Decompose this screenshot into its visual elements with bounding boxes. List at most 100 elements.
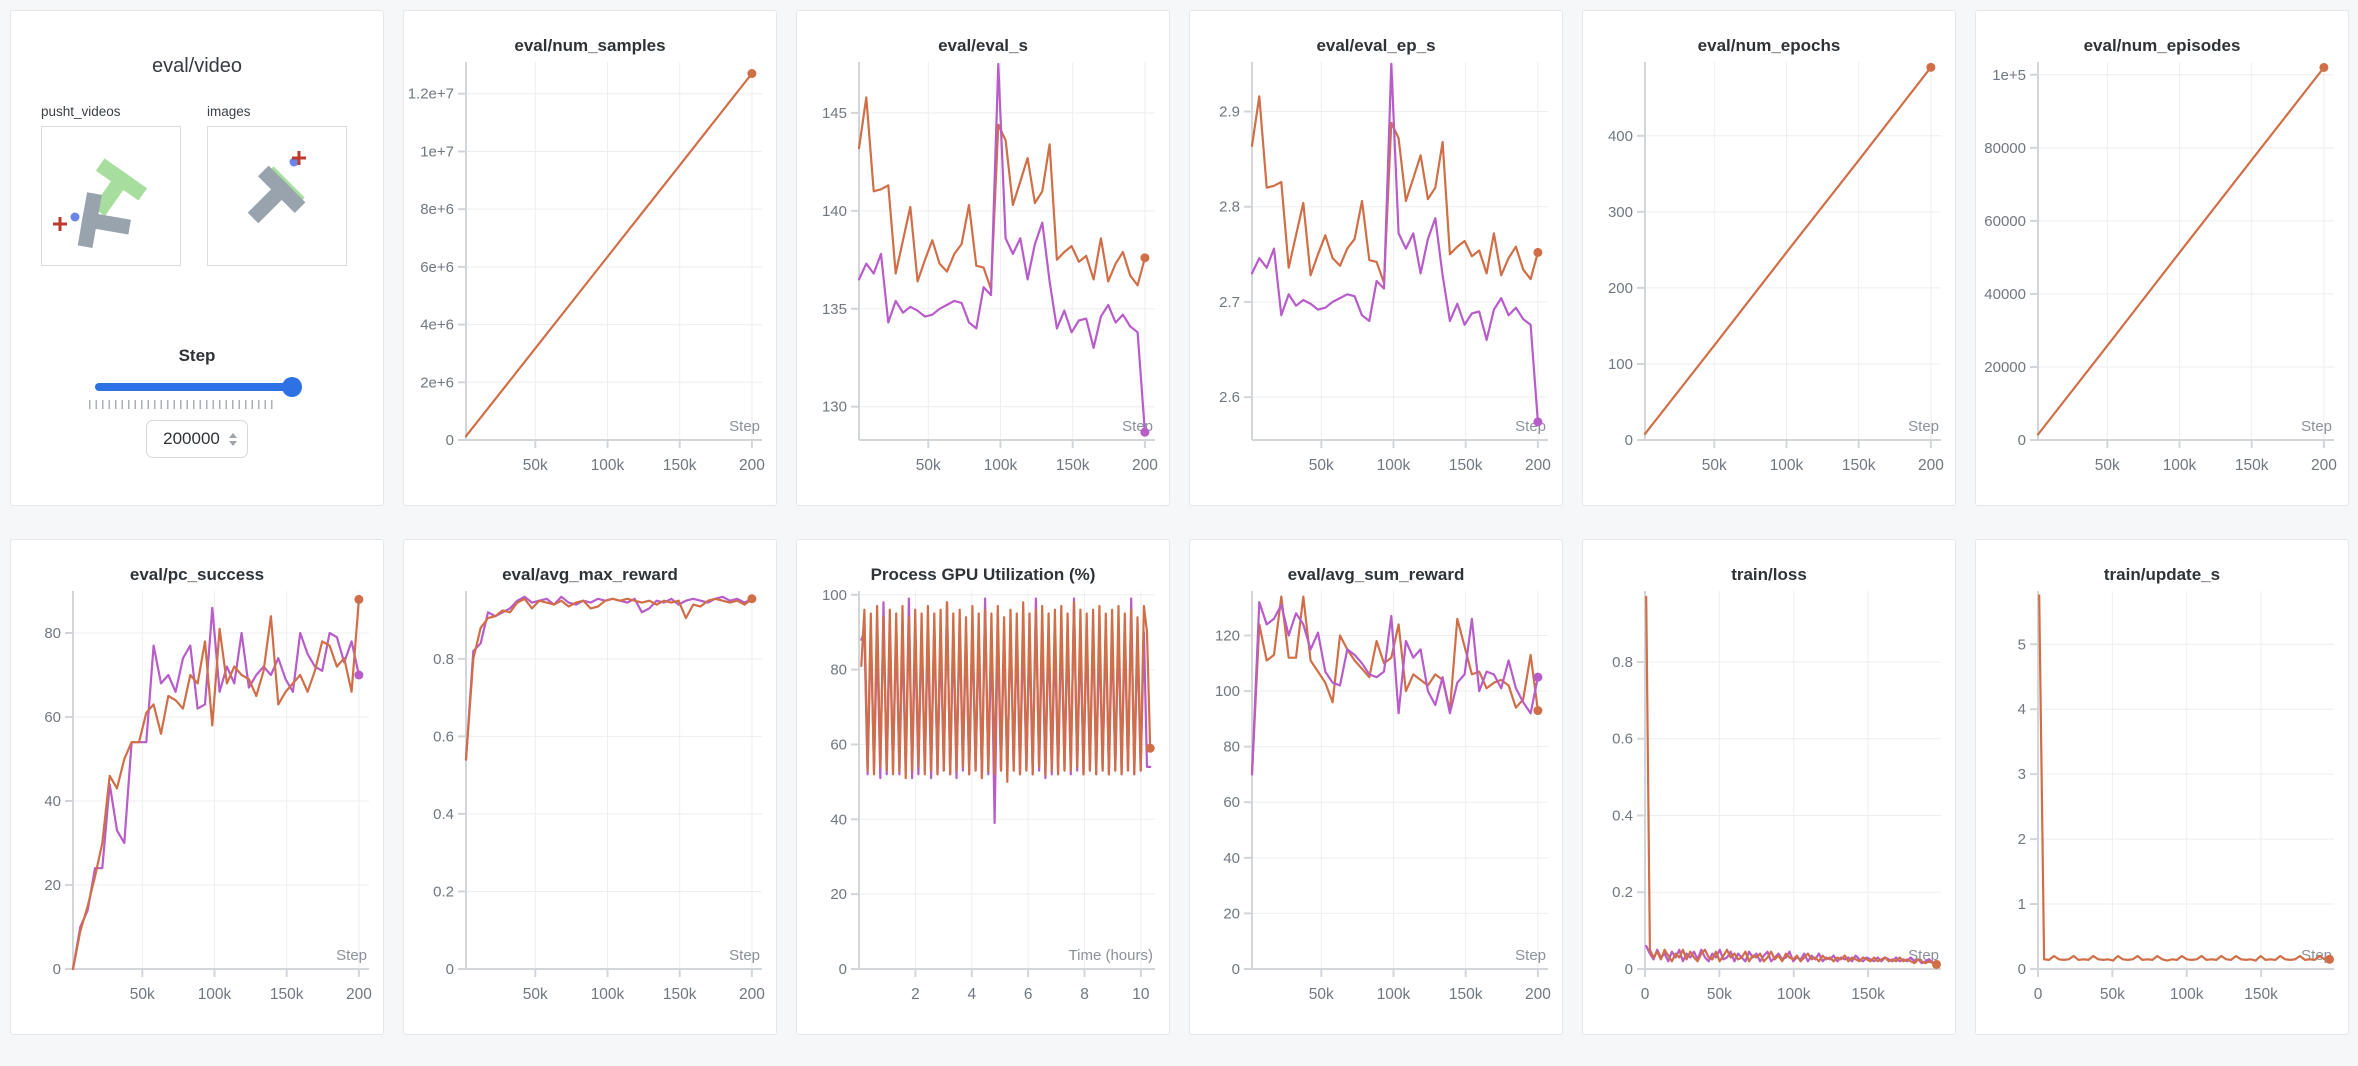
chart-title: eval/avg_max_reward [502, 565, 678, 584]
chart-canvas[interactable]: 50k 100k 150k 200 0 2e+6 4e+6 6e+6 8e+6 1e+7 1.2e+… [404, 58, 776, 492]
stepper-icons[interactable] [228, 432, 237, 446]
chart-canvas[interactable]: 50k 100k 150k 200 0 20 40 60 80 100 120 Step [1190, 587, 1562, 1021]
series-end-dot-run-orange [747, 69, 757, 79]
svg-text:0: 0 [2018, 432, 2026, 449]
svg-text:2.6: 2.6 [1219, 389, 1240, 406]
svg-text:50k: 50k [916, 457, 941, 474]
series-line-run-orange [464, 72, 753, 438]
chart-panel-train-update-s[interactable]: train/update_s 0 50k 100k 150k 0 1 2 3 4 5 Step [1975, 539, 2349, 1035]
svg-text:50k: 50k [523, 457, 548, 474]
step-value: 200000 [163, 429, 220, 448]
chart-panel-eval-avg-max-reward[interactable]: eval/avg_max_reward 50k 100k 150k 200 0 0.2 0.4… [403, 539, 777, 1035]
svg-text:200: 200 [1525, 457, 1551, 474]
series-end-dot-run-orange [354, 594, 364, 604]
svg-text:200: 200 [346, 986, 372, 1003]
series-line-run-purple [1250, 601, 1539, 776]
svg-text:100: 100 [822, 587, 847, 604]
svg-text:20: 20 [44, 877, 61, 894]
svg-text:0: 0 [446, 961, 454, 978]
svg-text:100k: 100k [984, 457, 1018, 474]
svg-text:50k: 50k [1309, 457, 1334, 474]
svg-text:80: 80 [830, 662, 847, 679]
svg-text:0: 0 [839, 961, 847, 978]
svg-text:200: 200 [1608, 280, 1633, 297]
x-axis-label: Step [2301, 418, 2332, 435]
svg-text:150k: 150k [1851, 986, 1885, 1003]
chart-panel-eval-num-epochs[interactable]: eval/num_epochs 50k 100k 150k 200 0 100 200 300 4… [1582, 10, 1956, 506]
chart-panel-eval-pc-success[interactable]: eval/pc_success 50k 100k 150k 200 0 20 40 60 80 St… [10, 539, 384, 1035]
agent-dot [70, 212, 80, 222]
series-line-run-orange [2038, 594, 2331, 962]
chart-canvas[interactable]: 50k 100k 150k 200 0 20 40 60 80 Step [11, 587, 383, 1021]
chart-canvas[interactable]: 50k 100k 150k 200 0 100 200 300 400 Step [1583, 58, 1955, 492]
chart-panel-eval-eval-s[interactable]: eval/eval_s 50k 100k 150k 200 130 135 140 145 Ste… [796, 10, 1170, 506]
chart-title: eval/eval_ep_s [1316, 36, 1436, 55]
svg-text:50k: 50k [2100, 986, 2125, 1003]
thumbnail-label-images: images [207, 104, 251, 119]
chart-panel-eval-avg-sum-reward[interactable]: eval/avg_sum_reward 50k 100k 150k 200 0 20 40 60… [1189, 539, 1563, 1035]
svg-text:100k: 100k [591, 457, 625, 474]
chart-title: Process GPU Utilization (%) [870, 565, 1096, 584]
svg-text:40: 40 [1223, 850, 1240, 867]
thumbnail-images[interactable] [207, 126, 347, 266]
svg-text:20: 20 [1223, 905, 1240, 922]
svg-text:0: 0 [1641, 986, 1650, 1003]
gray-t-shape [247, 165, 306, 224]
series-end-dot-run-purple [1140, 427, 1150, 437]
x-axis-label: Step [336, 947, 367, 964]
goal-cross [292, 151, 306, 165]
series-end-dot-run-orange [1533, 706, 1543, 716]
chart-canvas[interactable]: 50k 100k 150k 200 0 0.2 0.4 0.6 0.8 Step [404, 587, 776, 1021]
svg-text:3: 3 [2018, 766, 2026, 783]
chevron-down-icon[interactable] [228, 440, 237, 446]
slider-thumb[interactable] [282, 377, 302, 397]
slider-track[interactable] [95, 383, 299, 391]
step-slider[interactable] [95, 377, 302, 397]
images-frame-image [247, 151, 306, 224]
series-line-run-orange [71, 598, 360, 971]
chart-panel-eval-eval-ep-s[interactable]: eval/eval_ep_s 50k 100k 150k 200 2.6 2.7 2.8 2.9… [1189, 10, 1563, 506]
svg-text:4: 4 [967, 986, 976, 1003]
svg-text:150k: 150k [1449, 457, 1483, 474]
media-panel-title: eval/video [151, 55, 243, 77]
chart-panel-eval-num-episodes[interactable]: eval/num_episodes 50k 100k 150k 200 0 20000 400… [1975, 10, 2349, 506]
svg-text:6: 6 [1024, 986, 1033, 1003]
chart-panel-eval-num-samples[interactable]: eval/num_samples 50k 100k 150k 200 0 2e+6 4e+6 6… [403, 10, 777, 506]
chart-title: eval/avg_sum_reward [1287, 565, 1465, 584]
x-axis-label: Step [1515, 947, 1546, 964]
step-value-input[interactable]: 200000 [146, 420, 248, 458]
series-end-dot-run-purple [354, 670, 364, 680]
svg-text:200: 200 [1918, 457, 1944, 474]
svg-text:400: 400 [1608, 128, 1633, 145]
svg-text:2.8: 2.8 [1219, 199, 1240, 216]
series-end-dot-run-orange [1533, 247, 1543, 257]
chart-panel-train-loss[interactable]: train/loss 0 50k 100k 150k 0 0.2 0.4 0.6 0.8 Step [1582, 539, 1956, 1035]
chevron-up-icon[interactable] [228, 432, 237, 438]
series-end-dot-run-orange [747, 594, 757, 604]
series-end-dot-run-orange [1140, 253, 1150, 263]
svg-text:0.6: 0.6 [433, 728, 454, 745]
svg-text:200: 200 [1525, 986, 1551, 1003]
series-end-dot-run-orange [2319, 62, 2329, 72]
svg-text:2e+6: 2e+6 [420, 374, 454, 391]
svg-text:100: 100 [1215, 683, 1240, 700]
svg-text:0.4: 0.4 [433, 806, 454, 823]
svg-text:80: 80 [44, 625, 61, 642]
svg-text:100k: 100k [1770, 457, 1804, 474]
thumbnail-pusht-videos[interactable] [41, 126, 181, 266]
svg-text:20000: 20000 [1984, 359, 2026, 376]
series-end-dot-run-orange [1926, 62, 1936, 72]
svg-text:200: 200 [2311, 457, 2337, 474]
panel-eval-video[interactable]: eval/video pusht_videos [10, 10, 384, 506]
svg-text:2: 2 [911, 986, 920, 1003]
chart-panel-process-gpu-utilization[interactable]: Process GPU Utilization (%) 2 4 6 8 10 0 20 40 60… [796, 539, 1170, 1035]
svg-text:40: 40 [44, 793, 61, 810]
chart-canvas[interactable]: 50k 100k 150k 200 0 20000 40000 60000 80000 1e+5 S… [1976, 58, 2348, 492]
svg-text:150k: 150k [270, 986, 304, 1003]
